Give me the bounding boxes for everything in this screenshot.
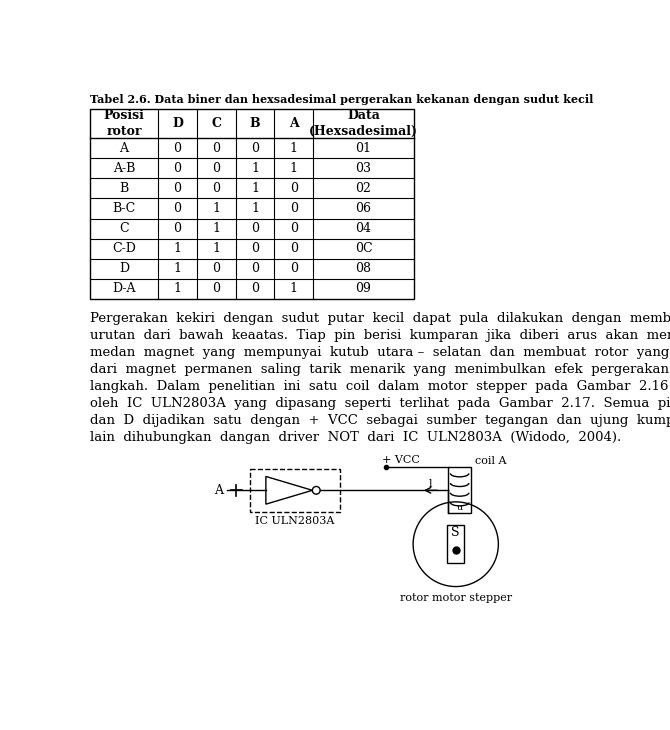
Text: oleh  IC  ULN2803A  yang  dipasang  seperti  terlihat  pada  Gambar  2.17.  Semu: oleh IC ULN2803A yang dipasang seperti t… bbox=[90, 397, 670, 410]
Text: 0: 0 bbox=[251, 142, 259, 155]
Text: C-D: C-D bbox=[112, 242, 136, 255]
Text: A: A bbox=[289, 118, 299, 130]
Text: A: A bbox=[119, 142, 129, 155]
Text: 09: 09 bbox=[356, 282, 371, 295]
Text: Data
(Hexsadesimal): Data (Hexsadesimal) bbox=[309, 110, 418, 138]
Text: 1: 1 bbox=[174, 242, 182, 255]
Text: 02: 02 bbox=[356, 182, 371, 195]
Text: dan  D  dijadikan  satu  dengan  +  VCC  sebagai  sumber  tegangan  dan  ujung  : dan D dijadikan satu dengan + VCC sebaga… bbox=[90, 414, 670, 427]
Text: u: u bbox=[456, 503, 463, 512]
Text: 0: 0 bbox=[289, 242, 297, 255]
Text: 1: 1 bbox=[251, 202, 259, 215]
Text: C: C bbox=[211, 118, 221, 130]
Text: 06: 06 bbox=[356, 202, 372, 215]
Text: rotor motor stepper: rotor motor stepper bbox=[400, 593, 512, 603]
Text: 08: 08 bbox=[356, 262, 372, 275]
Text: lain  dihubungkan  dangan  driver  NOT  dari  IC  ULN2803A  (Widodo,  2004).: lain dihubungkan dangan driver NOT dari … bbox=[90, 431, 621, 444]
Text: B: B bbox=[119, 182, 129, 195]
Text: 0: 0 bbox=[174, 182, 182, 195]
Text: 0: 0 bbox=[289, 222, 297, 235]
Text: 0: 0 bbox=[174, 222, 182, 235]
Text: langkah.  Dalam  penelitian  ini  satu  coil  dalam  motor  stepper  pada  Gamba: langkah. Dalam penelitian ini satu coil … bbox=[90, 380, 670, 393]
Text: urutan  dari  bawah  keaatas.  Tiap  pin  berisi  kumparan  jika  diberi  arus  : urutan dari bawah keaatas. Tiap pin beri… bbox=[90, 329, 670, 342]
Text: 0: 0 bbox=[212, 282, 220, 295]
Text: 01: 01 bbox=[356, 142, 372, 155]
Text: 1: 1 bbox=[289, 162, 297, 175]
Text: 03: 03 bbox=[356, 162, 372, 175]
Text: 1: 1 bbox=[289, 282, 297, 295]
Text: D: D bbox=[119, 262, 129, 275]
Text: 0: 0 bbox=[212, 162, 220, 175]
Text: 0: 0 bbox=[289, 262, 297, 275]
Text: D-A: D-A bbox=[113, 282, 136, 295]
Text: 0: 0 bbox=[251, 222, 259, 235]
Text: 1: 1 bbox=[212, 242, 220, 255]
Text: Tabel 2.6. Data biner dan hexsadesimal pergerakan kekanan dengan sudut kecil: Tabel 2.6. Data biner dan hexsadesimal p… bbox=[90, 93, 594, 105]
Text: 0: 0 bbox=[212, 262, 220, 275]
Text: 0: 0 bbox=[251, 262, 259, 275]
Text: l: l bbox=[429, 479, 433, 489]
Text: medan  magnet  yang  mempunyai  kutub  utara –  selatan  dan  membuat  rotor  ya: medan magnet yang mempunyai kutub utara … bbox=[90, 346, 670, 359]
Text: 0: 0 bbox=[289, 182, 297, 195]
Text: 0: 0 bbox=[212, 142, 220, 155]
Text: 1: 1 bbox=[251, 162, 259, 175]
Text: 0: 0 bbox=[212, 182, 220, 195]
Text: 0: 0 bbox=[174, 202, 182, 215]
Bar bbox=[251, 469, 340, 512]
Text: B: B bbox=[250, 118, 261, 130]
Bar bbox=[90, 110, 414, 299]
Text: dari  magnet  permanen  saling  tarik  menarik  yang  menimbulkan  efek  pergera: dari magnet permanen saling tarik menari… bbox=[90, 364, 670, 376]
Text: 0: 0 bbox=[251, 242, 259, 255]
Text: C: C bbox=[119, 222, 129, 235]
Text: D: D bbox=[172, 118, 183, 130]
Text: coil A: coil A bbox=[475, 456, 507, 466]
Text: 0: 0 bbox=[174, 142, 182, 155]
Text: + VCC: + VCC bbox=[382, 455, 420, 465]
Text: 1: 1 bbox=[289, 142, 297, 155]
Text: 1: 1 bbox=[251, 182, 259, 195]
Text: A-B: A-B bbox=[113, 162, 135, 175]
Text: 1: 1 bbox=[212, 202, 220, 215]
Text: 0: 0 bbox=[289, 202, 297, 215]
Text: 04: 04 bbox=[356, 222, 372, 235]
Text: A: A bbox=[214, 484, 223, 497]
Text: S: S bbox=[452, 526, 460, 539]
Text: 0C: 0C bbox=[354, 242, 373, 255]
Text: 1: 1 bbox=[174, 282, 182, 295]
Bar bbox=[448, 467, 471, 513]
Text: 1: 1 bbox=[212, 222, 220, 235]
Text: 1: 1 bbox=[174, 262, 182, 275]
Bar bbox=[448, 525, 464, 564]
Text: Posisi
rotor: Posisi rotor bbox=[104, 110, 145, 138]
Text: Pergerakan  kekiri  dengan  sudut  putar  kecil  dapat  pula  dilakukan  dengan : Pergerakan kekiri dengan sudut putar kec… bbox=[90, 312, 670, 326]
Text: B-C: B-C bbox=[113, 202, 135, 215]
Text: 0: 0 bbox=[251, 282, 259, 295]
Text: 0: 0 bbox=[174, 162, 182, 175]
Text: IC ULN2803A: IC ULN2803A bbox=[255, 517, 334, 526]
